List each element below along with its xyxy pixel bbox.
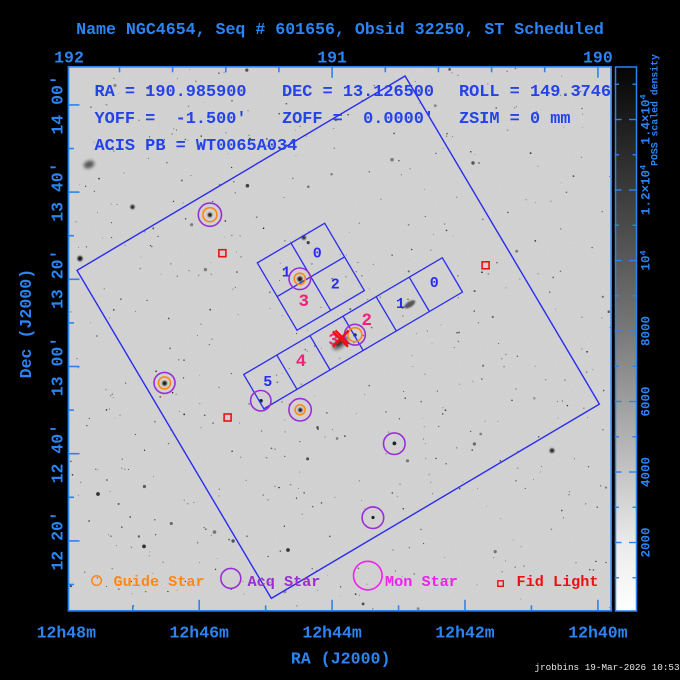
- svg-text:191: 191: [317, 49, 347, 68]
- svg-text:12h46m: 12h46m: [169, 624, 229, 643]
- svg-text:ZOFF = 0.0000': ZOFF = 0.0000': [282, 110, 434, 129]
- svg-text:13 20': 13 20': [48, 250, 67, 309]
- svg-text:RA (J2000): RA (J2000): [291, 650, 391, 669]
- svg-text:Acq Star: Acq Star: [248, 573, 321, 591]
- svg-text:4: 4: [296, 352, 307, 372]
- svg-text:12h40m: 12h40m: [568, 624, 628, 643]
- svg-text:12h42m: 12h42m: [435, 624, 495, 643]
- svg-text:13 00': 13 00': [48, 337, 67, 396]
- svg-text:ZSIM = 0 mm: ZSIM = 0 mm: [459, 110, 571, 129]
- svg-text:8000: 8000: [640, 316, 654, 346]
- svg-text:RA = 190.985900: RA = 190.985900: [95, 83, 247, 102]
- svg-text:0: 0: [430, 275, 439, 292]
- svg-text:12 20': 12 20': [48, 511, 67, 570]
- svg-text:1: 1: [396, 296, 405, 313]
- svg-text:YOFF = -1.500': YOFF = -1.500': [95, 110, 247, 129]
- svg-text:1.2×104: 1.2×104: [639, 165, 654, 215]
- svg-text:192: 192: [54, 49, 84, 68]
- svg-text:Guide Star: Guide Star: [114, 573, 205, 591]
- svg-text:6000: 6000: [640, 386, 654, 416]
- svg-text:190: 190: [583, 49, 613, 68]
- svg-text:2: 2: [331, 276, 340, 293]
- svg-text:DEC = 13.126500: DEC = 13.126500: [282, 83, 434, 102]
- svg-text:ROLL = 149.3746: ROLL = 149.3746: [459, 83, 611, 102]
- svg-text:Fid Light: Fid Light: [517, 573, 599, 591]
- svg-text:POSS scaled density: POSS scaled density: [650, 54, 661, 166]
- svg-text:12 40': 12 40': [48, 424, 67, 483]
- svg-text:4000: 4000: [640, 457, 654, 487]
- svg-text:3: 3: [328, 331, 339, 351]
- svg-text:1: 1: [282, 264, 291, 281]
- svg-text:Name NGC4654, Seq # 601656, Ob: Name NGC4654, Seq # 601656, Obsid 32250,…: [76, 20, 604, 39]
- svg-text:jrobbins 19-Mar-2026 10:53: jrobbins 19-Mar-2026 10:53: [535, 662, 680, 673]
- svg-text:1.4×104: 1.4×104: [639, 94, 654, 144]
- svg-text:12h48m: 12h48m: [37, 624, 97, 643]
- svg-text:0: 0: [313, 245, 322, 262]
- svg-text:Mon Star: Mon Star: [385, 573, 458, 591]
- svg-text:5: 5: [263, 374, 272, 391]
- svg-text:14 00': 14 00': [48, 75, 67, 134]
- svg-text:Dec (J2000): Dec (J2000): [17, 269, 36, 379]
- svg-text:2: 2: [362, 311, 373, 331]
- svg-text:13 40': 13 40': [48, 162, 67, 221]
- svg-text:3: 3: [298, 292, 309, 312]
- svg-text:ACIS PB = WT0065A034: ACIS PB = WT0065A034: [95, 137, 298, 156]
- svg-text:2000: 2000: [640, 527, 654, 557]
- svg-text:12h44m: 12h44m: [302, 624, 362, 643]
